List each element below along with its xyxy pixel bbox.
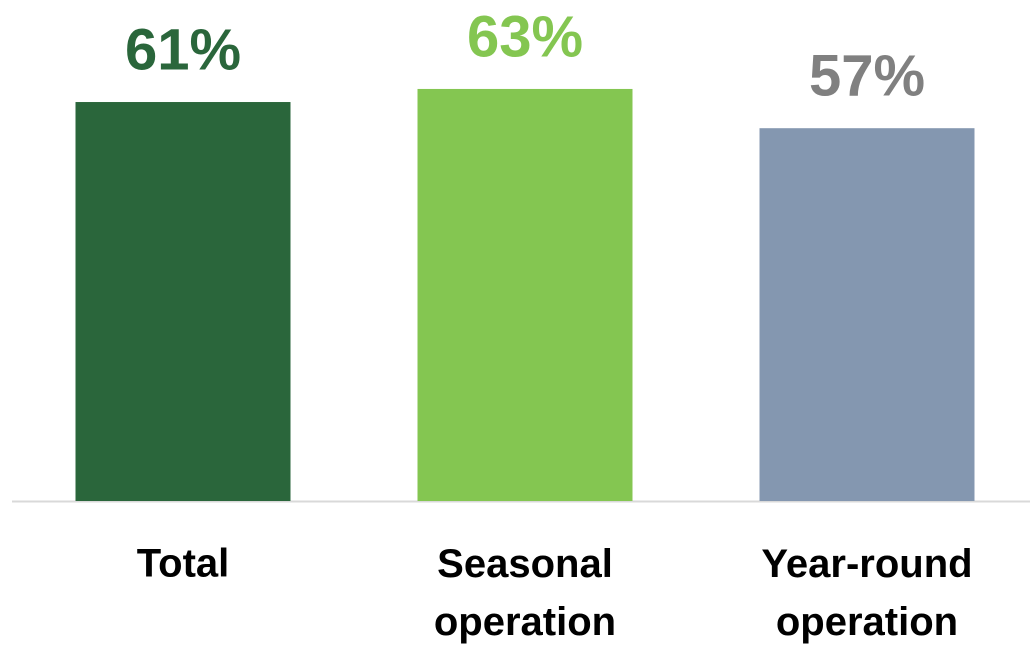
value-label: 63% [467,4,583,69]
bar [75,102,291,501]
bar [759,128,975,501]
x-tick-label: Year-round operation [761,542,972,644]
x-tick-label: Seasonal operation [434,542,616,644]
bar [417,88,633,502]
value-label: 57% [809,44,925,109]
x-tick-label: Total [137,542,230,586]
value-label: 61% [125,17,241,82]
